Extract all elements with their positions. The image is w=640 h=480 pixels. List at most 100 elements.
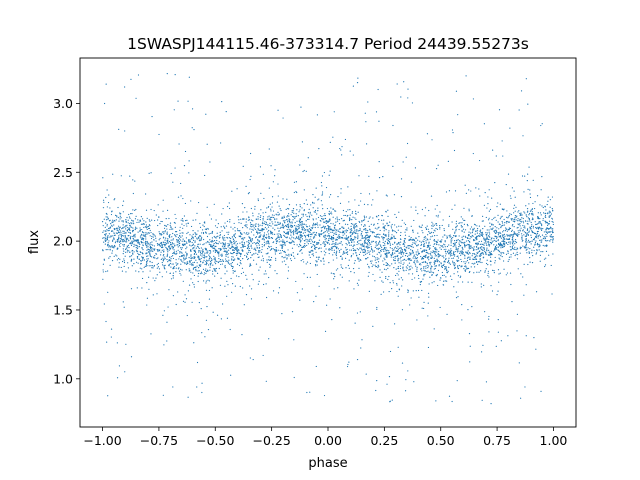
data-point	[201, 253, 203, 255]
data-point	[346, 248, 348, 250]
data-point	[126, 237, 128, 239]
data-point	[293, 212, 295, 214]
data-point	[511, 247, 513, 249]
data-point	[467, 250, 469, 252]
data-point	[431, 255, 433, 257]
data-point	[439, 277, 442, 279]
data-point	[361, 236, 363, 238]
data-point	[282, 244, 284, 246]
data-point	[323, 214, 325, 217]
data-point	[172, 181, 174, 183]
data-point	[162, 257, 164, 259]
data-point	[333, 229, 335, 231]
data-point	[357, 258, 359, 260]
data-point	[302, 215, 304, 217]
data-point	[186, 263, 188, 265]
data-point	[137, 246, 139, 248]
data-point	[359, 221, 361, 223]
data-point	[340, 149, 342, 151]
data-point	[391, 234, 393, 236]
data-point	[404, 390, 407, 392]
data-point	[347, 363, 349, 366]
data-point	[318, 242, 320, 244]
data-point	[210, 218, 213, 220]
data-point	[156, 258, 158, 260]
data-point	[270, 219, 272, 221]
data-point	[319, 224, 321, 226]
data-point	[139, 253, 141, 256]
data-point	[107, 235, 109, 237]
data-point	[108, 245, 111, 247]
data-point	[224, 239, 226, 241]
data-point	[214, 268, 216, 270]
data-point	[384, 242, 386, 244]
data-point	[114, 242, 117, 244]
data-point	[244, 245, 246, 248]
data-point	[460, 241, 462, 243]
data-point	[195, 259, 197, 261]
data-point	[476, 230, 479, 232]
data-point	[499, 258, 501, 260]
data-point	[454, 243, 456, 246]
data-point	[222, 244, 224, 246]
data-point	[529, 210, 532, 212]
data-point	[424, 270, 426, 272]
data-point	[445, 257, 447, 260]
data-point	[266, 247, 269, 250]
data-point	[283, 227, 285, 229]
data-point	[429, 276, 431, 278]
data-point	[542, 251, 544, 253]
data-point	[548, 220, 551, 222]
data-point	[294, 227, 297, 229]
data-point	[529, 257, 531, 259]
data-point	[146, 242, 148, 244]
data-point	[181, 252, 183, 254]
data-point	[214, 257, 216, 259]
data-point	[338, 250, 341, 252]
data-point	[233, 222, 235, 225]
data-point	[285, 236, 287, 238]
data-point	[172, 266, 175, 268]
data-point	[389, 221, 391, 223]
data-point	[342, 220, 344, 222]
data-point	[350, 249, 353, 251]
data-point	[509, 243, 511, 245]
data-point	[525, 205, 527, 207]
data-point	[237, 249, 239, 251]
data-point	[395, 274, 397, 277]
data-point	[169, 272, 171, 274]
data-point	[488, 251, 490, 253]
data-point	[270, 225, 272, 227]
data-point	[436, 249, 438, 251]
data-point	[332, 237, 334, 239]
data-point	[120, 232, 122, 234]
data-point	[528, 203, 530, 205]
data-point	[418, 235, 420, 238]
data-point	[201, 255, 203, 257]
data-point	[472, 247, 474, 249]
data-point	[102, 269, 104, 271]
data-point	[335, 221, 337, 223]
data-point	[525, 284, 527, 286]
data-point	[291, 240, 294, 242]
data-point	[478, 188, 480, 190]
data-point	[525, 243, 528, 245]
data-point	[369, 253, 371, 255]
data-point	[293, 243, 295, 246]
data-point	[446, 269, 448, 271]
data-point	[271, 202, 274, 204]
data-point	[530, 225, 533, 228]
data-point	[257, 229, 259, 231]
data-point	[374, 259, 376, 261]
data-point	[538, 228, 540, 230]
data-point	[261, 246, 263, 248]
data-point	[232, 259, 235, 262]
data-point	[193, 253, 195, 256]
data-point	[247, 244, 249, 247]
data-point	[178, 267, 180, 269]
data-point	[443, 234, 445, 236]
data-point	[113, 247, 115, 249]
data-point	[207, 328, 210, 331]
data-point	[163, 310, 165, 312]
data-point	[239, 255, 242, 257]
